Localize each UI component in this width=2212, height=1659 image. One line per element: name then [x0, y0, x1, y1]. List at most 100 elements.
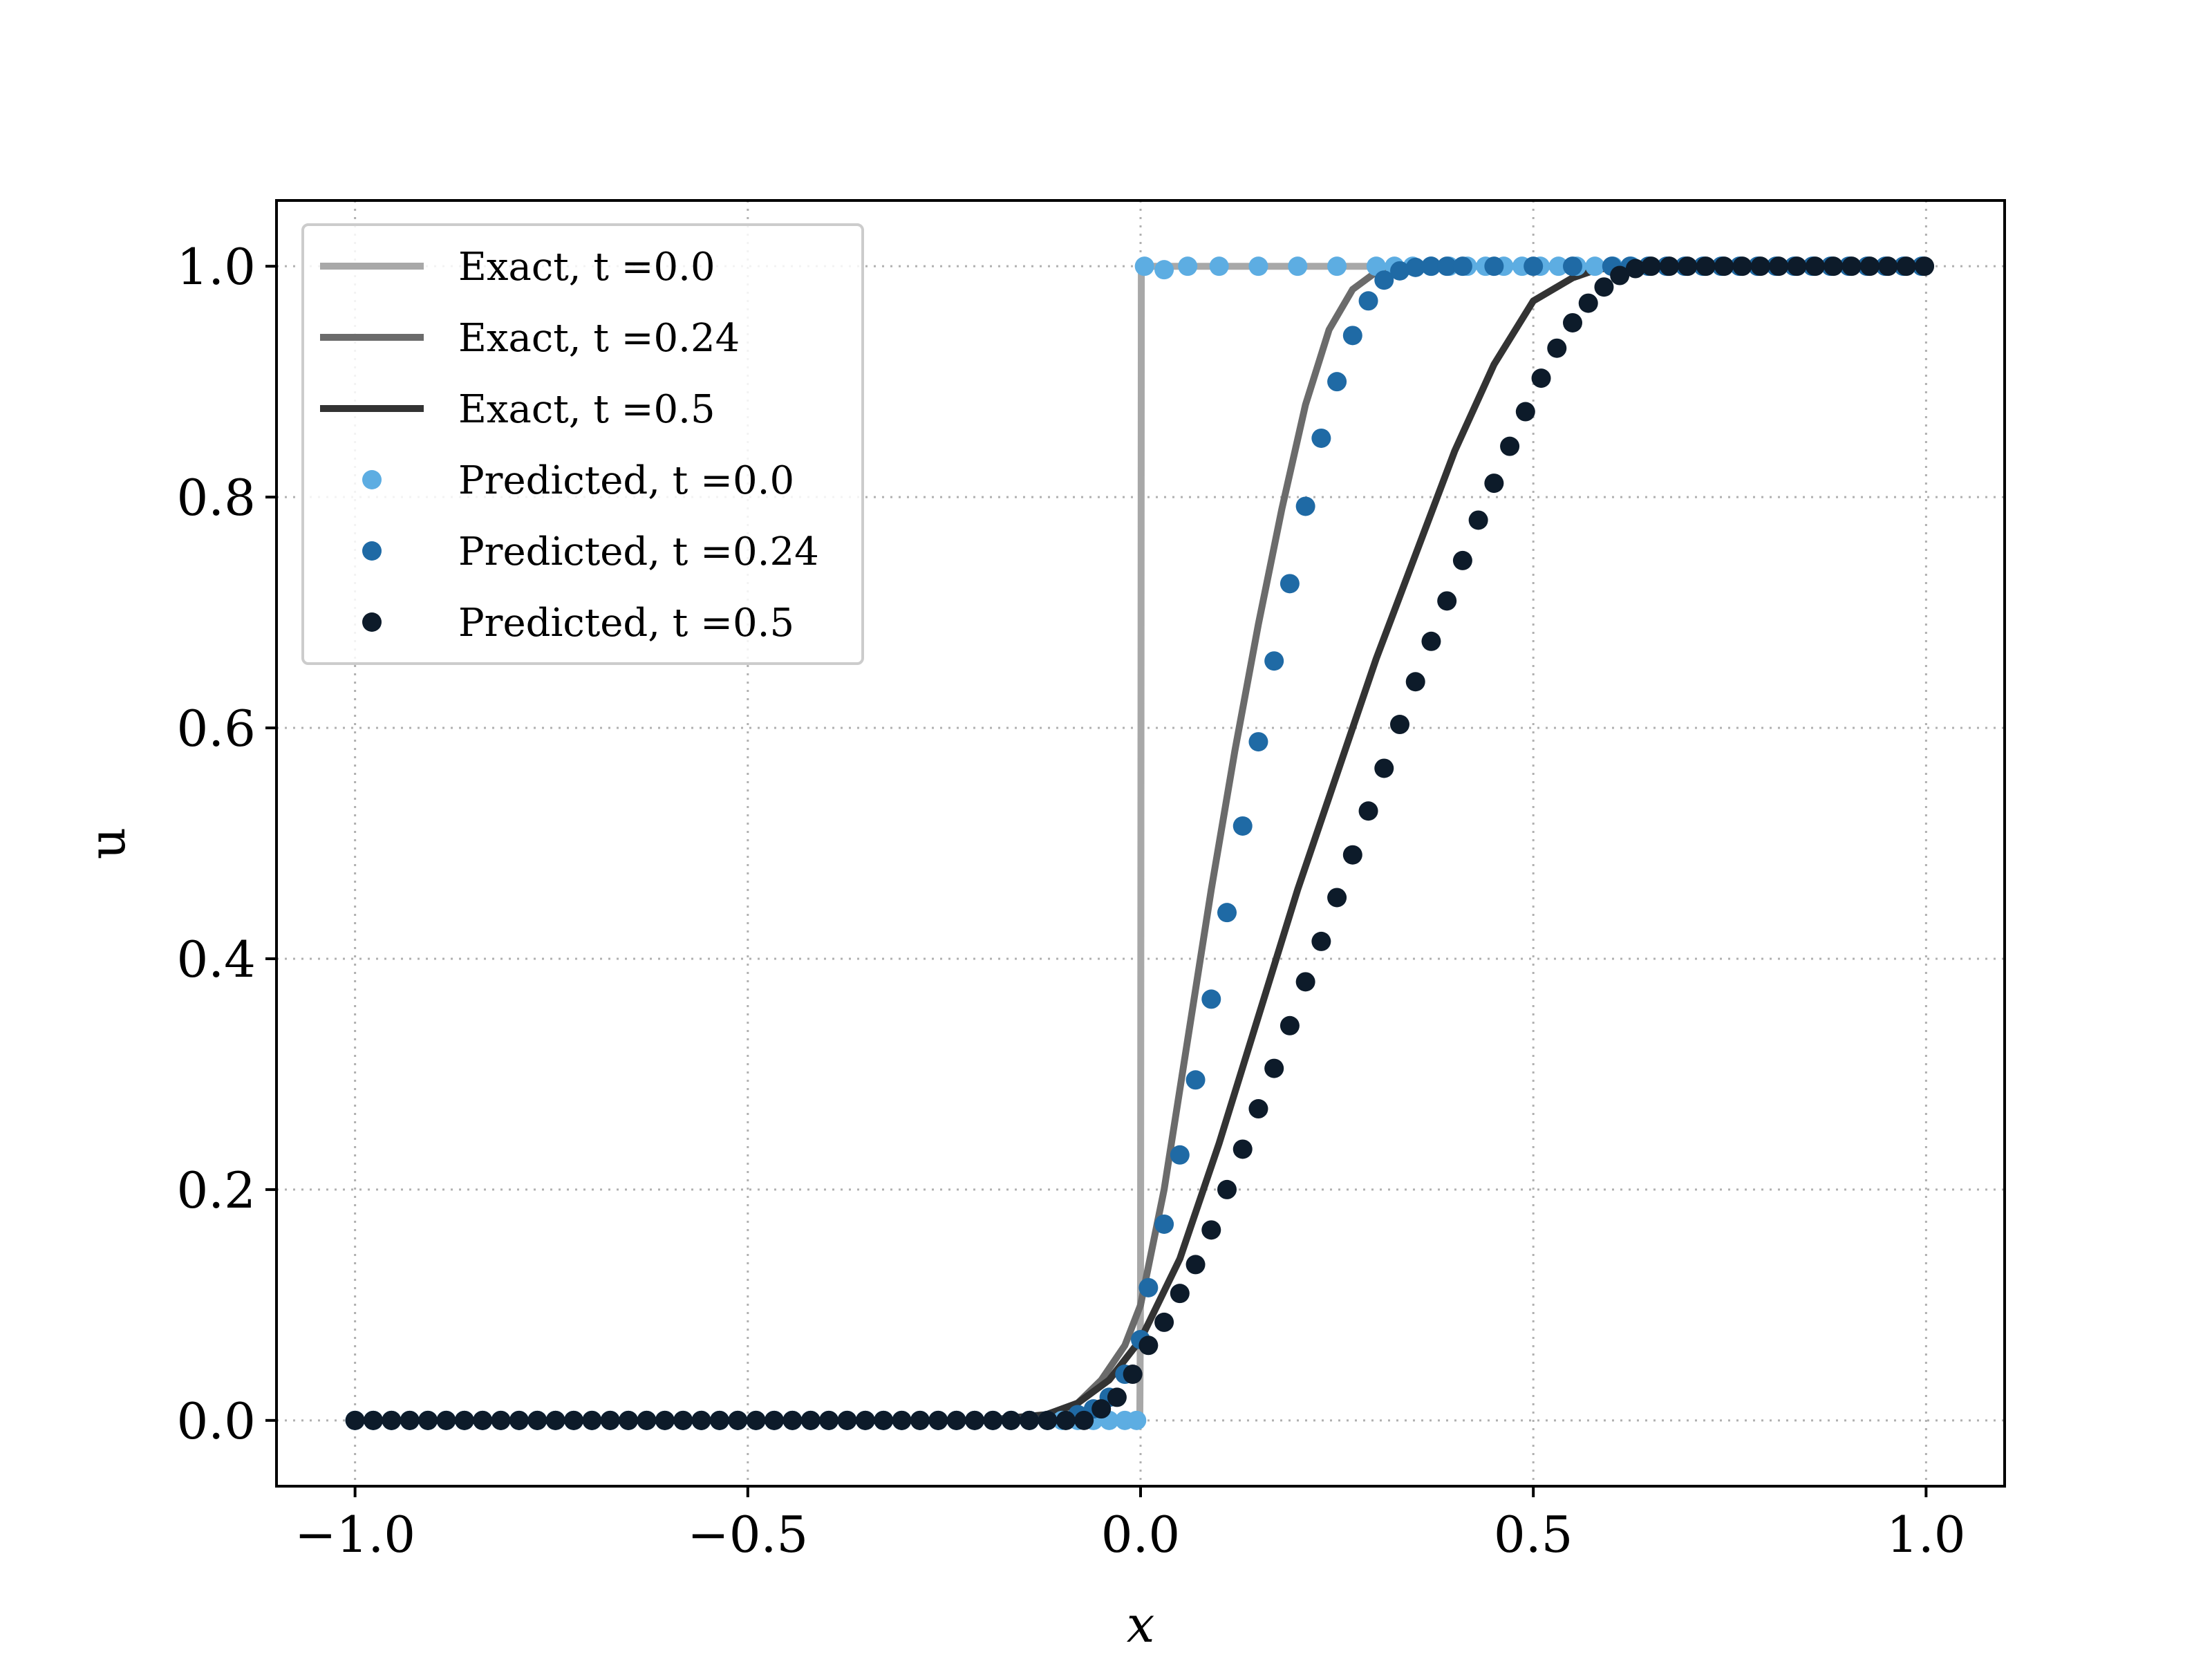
data-point	[983, 1410, 1003, 1430]
data-point	[1123, 1365, 1143, 1385]
data-point	[1311, 428, 1331, 448]
data-point	[1127, 1410, 1147, 1430]
legend-item-0: Exact, t =0.0	[320, 245, 715, 290]
x-tick-label: 0.0	[1101, 1506, 1181, 1564]
data-point	[837, 1410, 857, 1430]
data-point	[1484, 474, 1504, 494]
legend-box	[301, 223, 864, 665]
y-tick-label: 1.0	[176, 238, 256, 296]
data-point	[1217, 1179, 1237, 1199]
data-point	[1500, 436, 1520, 456]
data-point	[782, 1410, 803, 1430]
data-point	[1421, 631, 1441, 651]
data-point	[946, 1410, 966, 1430]
data-point	[874, 1410, 894, 1430]
data-point	[1201, 989, 1221, 1009]
data-point	[545, 1410, 565, 1430]
data-point	[1531, 368, 1551, 388]
data-point	[1732, 256, 1752, 276]
data-point	[673, 1410, 693, 1430]
y-tick-label: 0.8	[176, 469, 256, 527]
data-point	[1696, 256, 1716, 276]
data-point	[564, 1410, 583, 1430]
data-point	[928, 1410, 948, 1430]
y-tick-label: 0.4	[176, 930, 256, 988]
data-point	[1594, 277, 1614, 297]
data-point	[1896, 256, 1916, 276]
data-point	[454, 1410, 474, 1430]
data-point	[1390, 261, 1409, 281]
data-point	[1001, 1410, 1021, 1430]
legend-marker-swatch	[362, 541, 382, 561]
data-point	[1585, 256, 1605, 276]
data-point	[965, 1410, 984, 1430]
data-point	[1437, 256, 1457, 276]
data-point	[1280, 1015, 1300, 1035]
data-point	[1641, 256, 1661, 276]
data-point	[691, 1410, 711, 1430]
data-point	[1185, 1070, 1206, 1090]
data-point	[1170, 1145, 1190, 1165]
data-point	[1548, 256, 1568, 276]
data-point	[1405, 257, 1425, 277]
data-point	[1327, 372, 1347, 392]
y-axis-label: u	[78, 827, 136, 859]
legend-item-1: Exact, t =0.24	[320, 316, 740, 361]
data-point	[1390, 715, 1409, 735]
data-point	[800, 1410, 821, 1430]
data-point	[1154, 260, 1174, 280]
legend-item-5: Predicted, t =0.5	[362, 601, 794, 646]
data-point	[1468, 510, 1488, 530]
x-tick-label: 0.5	[1494, 1506, 1573, 1564]
data-point	[1248, 732, 1268, 752]
data-point	[1138, 1277, 1159, 1297]
data-point	[1154, 1312, 1174, 1332]
data-point	[491, 1410, 511, 1430]
data-point	[473, 1410, 493, 1430]
data-point	[910, 1410, 930, 1430]
data-point	[1750, 256, 1770, 276]
data-point	[1578, 293, 1598, 313]
data-point	[1295, 972, 1315, 992]
data-point	[765, 1410, 784, 1430]
data-point	[1878, 256, 1898, 276]
data-point	[1185, 1255, 1206, 1275]
legend-label: Exact, t =0.0	[458, 245, 715, 290]
data-point	[1452, 550, 1472, 570]
data-point	[1056, 1410, 1076, 1430]
data-point	[600, 1410, 620, 1430]
data-point	[819, 1410, 839, 1430]
data-point	[509, 1410, 529, 1430]
data-point	[1484, 256, 1504, 276]
legend-item-3: Predicted, t =0.0	[362, 458, 794, 503]
data-point	[1714, 256, 1734, 276]
y-tick-label: 0.6	[176, 700, 256, 758]
y-tick-label: 0.0	[176, 1392, 256, 1450]
legend-label: Exact, t =0.24	[458, 316, 740, 361]
data-point	[1020, 1410, 1040, 1430]
data-point	[1547, 338, 1567, 358]
data-point	[1154, 1214, 1174, 1234]
data-point	[1805, 256, 1825, 276]
data-point	[1421, 256, 1441, 276]
data-point	[1170, 1284, 1190, 1304]
data-point	[418, 1410, 438, 1430]
data-point	[728, 1410, 748, 1430]
data-point	[1295, 496, 1315, 516]
data-point	[1563, 256, 1582, 276]
data-point	[1660, 256, 1679, 276]
legend: Exact, t =0.0 Exact, t =0.24 Exact, t =0.5…	[301, 223, 864, 665]
data-point	[1138, 1335, 1159, 1356]
data-point	[1074, 1410, 1094, 1430]
data-point	[1358, 801, 1378, 821]
data-point	[619, 1410, 639, 1430]
data-point	[1107, 1387, 1127, 1407]
data-point	[746, 1410, 766, 1430]
data-point	[1515, 402, 1535, 422]
legend-marker-swatch	[362, 612, 382, 632]
data-point	[1217, 903, 1237, 923]
data-point	[400, 1410, 420, 1430]
data-point	[637, 1410, 657, 1430]
data-point	[527, 1410, 547, 1430]
